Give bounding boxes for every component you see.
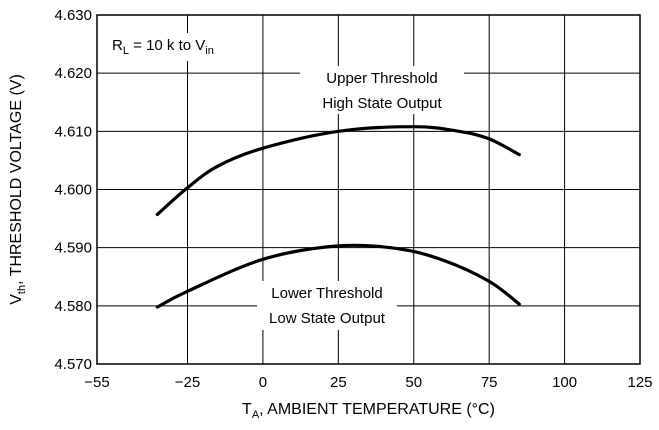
tick-labels: −55 −25 0 25 50 75 100 125 4.570 4.580 4.590 4.600 4…: [54, 7, 652, 391]
y-tick-label: 4.600: [54, 182, 92, 199]
upper-threshold-label-line2: High State Output: [322, 95, 442, 112]
y-tick-label: 4.570: [54, 356, 92, 373]
y-tick-label: 4.610: [54, 123, 92, 140]
x-tick-label: 0: [259, 374, 267, 391]
x-tick-label: −25: [175, 374, 200, 391]
x-tick-label: 100: [552, 374, 577, 391]
y-tick-label: 4.590: [54, 240, 92, 257]
upper-threshold-label-line1: Upper Threshold: [326, 70, 437, 87]
y-axis-label: Vth, THRESHOLD VOLTAGE (V): [8, 74, 28, 305]
x-tick-label: 50: [405, 374, 422, 391]
y-tick-label: 4.580: [54, 298, 92, 315]
x-axis-label: TA, AMBIENT TEMPERATURE (°C): [242, 401, 495, 421]
lower-threshold-label-line1: Lower Threshold: [271, 285, 382, 302]
x-tick-label: 75: [481, 374, 498, 391]
x-tick-label: 125: [627, 374, 652, 391]
lower-threshold-label-line2: Low State Output: [269, 310, 386, 327]
y-tick-label: 4.620: [54, 65, 92, 82]
lower-threshold-label: Lower Threshold Low State Output: [257, 281, 397, 330]
x-tick-label: 25: [330, 374, 347, 391]
y-tick-label: 4.630: [54, 7, 92, 24]
upper-threshold-label: Upper Threshold High State Output: [300, 66, 464, 114]
x-tick-label: −55: [84, 374, 109, 391]
